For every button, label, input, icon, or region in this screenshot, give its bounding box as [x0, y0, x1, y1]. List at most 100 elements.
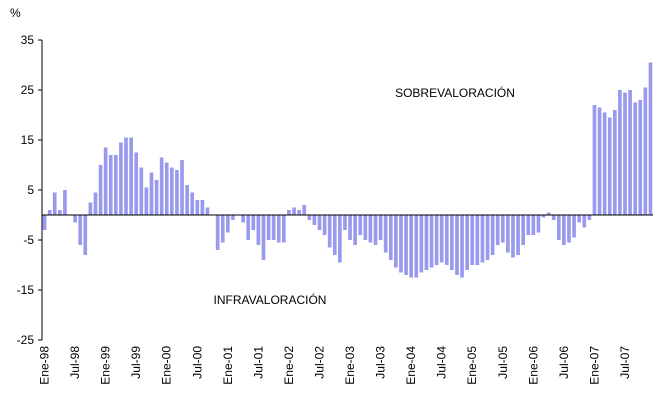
bar: [572, 215, 576, 238]
annotation: SOBREVALORACIÓN: [395, 85, 515, 100]
bar: [287, 210, 291, 215]
y-tick-label: 25: [21, 83, 35, 97]
bar: [460, 215, 464, 278]
x-tick-label: Ene-03: [343, 346, 357, 385]
x-tick-label: Jul-03: [374, 346, 388, 379]
bar: [119, 142, 123, 215]
bar: [292, 207, 296, 215]
bar: [541, 215, 546, 218]
bar: [108, 155, 113, 215]
bar: [551, 215, 556, 220]
bar: [511, 215, 515, 258]
bar: [98, 165, 103, 215]
x-tick-label: Jul-06: [557, 346, 571, 379]
bar: [556, 215, 561, 240]
bar: [159, 157, 164, 215]
bar: [562, 215, 566, 245]
bar: [42, 215, 47, 230]
bar: [338, 215, 342, 263]
bar: [567, 215, 571, 243]
x-tick-label: Jul-07: [618, 346, 632, 379]
bar: [450, 215, 454, 270]
x-tick-label: Jul-05: [496, 346, 510, 379]
bar: [439, 215, 444, 263]
bar: [282, 215, 286, 243]
bar: [465, 215, 469, 270]
bar: [251, 215, 256, 230]
bar: [475, 215, 480, 265]
bar: [490, 215, 495, 255]
bar: [582, 215, 587, 228]
y-tick-label: -25: [17, 333, 35, 347]
bar: [271, 215, 276, 240]
bar: [231, 215, 235, 220]
bar: [485, 215, 490, 260]
bar: [378, 215, 383, 240]
bar: [343, 215, 347, 230]
bar: [353, 215, 357, 245]
x-tick-label: Ene-05: [465, 346, 479, 385]
bar: [526, 215, 531, 235]
bar: [154, 180, 159, 215]
bar: [516, 215, 520, 255]
bar: [195, 200, 200, 215]
bar: [434, 215, 439, 265]
bar: [83, 215, 88, 255]
bar: [648, 62, 653, 215]
x-tick-label: Ene-99: [99, 346, 113, 385]
bar: [220, 215, 225, 243]
bar: [618, 90, 622, 215]
x-tick-label: Ene-01: [221, 346, 235, 385]
bar: [215, 215, 220, 250]
bar: [419, 215, 424, 273]
x-tick-label: Ene-04: [404, 346, 418, 385]
bar: [643, 87, 648, 215]
bar: [327, 215, 332, 248]
bar: [144, 187, 149, 215]
x-tick-label: Ene-00: [160, 346, 174, 385]
bar: [455, 215, 459, 275]
bar: [190, 192, 195, 215]
bar: [500, 215, 505, 243]
bar: [429, 215, 434, 268]
bar: [495, 215, 500, 245]
x-tick-label: Jul-00: [190, 346, 204, 379]
bar: [399, 215, 403, 273]
x-tick-label: Jul-99: [129, 346, 143, 379]
bar: [164, 162, 169, 215]
bar: [139, 167, 144, 215]
bar: [307, 215, 312, 220]
bar: [612, 110, 617, 215]
y-tick-label: 35: [21, 33, 35, 47]
bar: [409, 215, 413, 278]
bar: [628, 90, 632, 215]
bar: [261, 215, 266, 260]
bar: [470, 215, 475, 265]
x-tick-label: Jul-01: [251, 346, 265, 379]
bar: [149, 172, 154, 215]
bar: [332, 215, 337, 255]
bar: [587, 215, 592, 220]
bar: [52, 192, 57, 215]
bar: [124, 137, 128, 215]
bar: [602, 112, 607, 215]
bar: [638, 100, 643, 215]
x-tick-label: Ene-07: [587, 346, 601, 385]
bar: [205, 207, 210, 215]
annotation: INFRAVALORACIÓN: [214, 292, 327, 307]
bar: [322, 215, 327, 235]
bar: [134, 152, 139, 215]
bar: [414, 215, 419, 278]
bar: [368, 215, 373, 243]
bar: [536, 215, 541, 233]
bar: [93, 192, 98, 215]
x-tick-label: Ene-02: [282, 346, 296, 385]
bar: [577, 215, 582, 223]
bar: [129, 137, 133, 215]
bar: [383, 215, 388, 253]
y-tick-label: -5: [23, 233, 34, 247]
bar: [241, 215, 245, 223]
bar: [185, 185, 189, 215]
y-tick-label: 15: [21, 133, 35, 147]
